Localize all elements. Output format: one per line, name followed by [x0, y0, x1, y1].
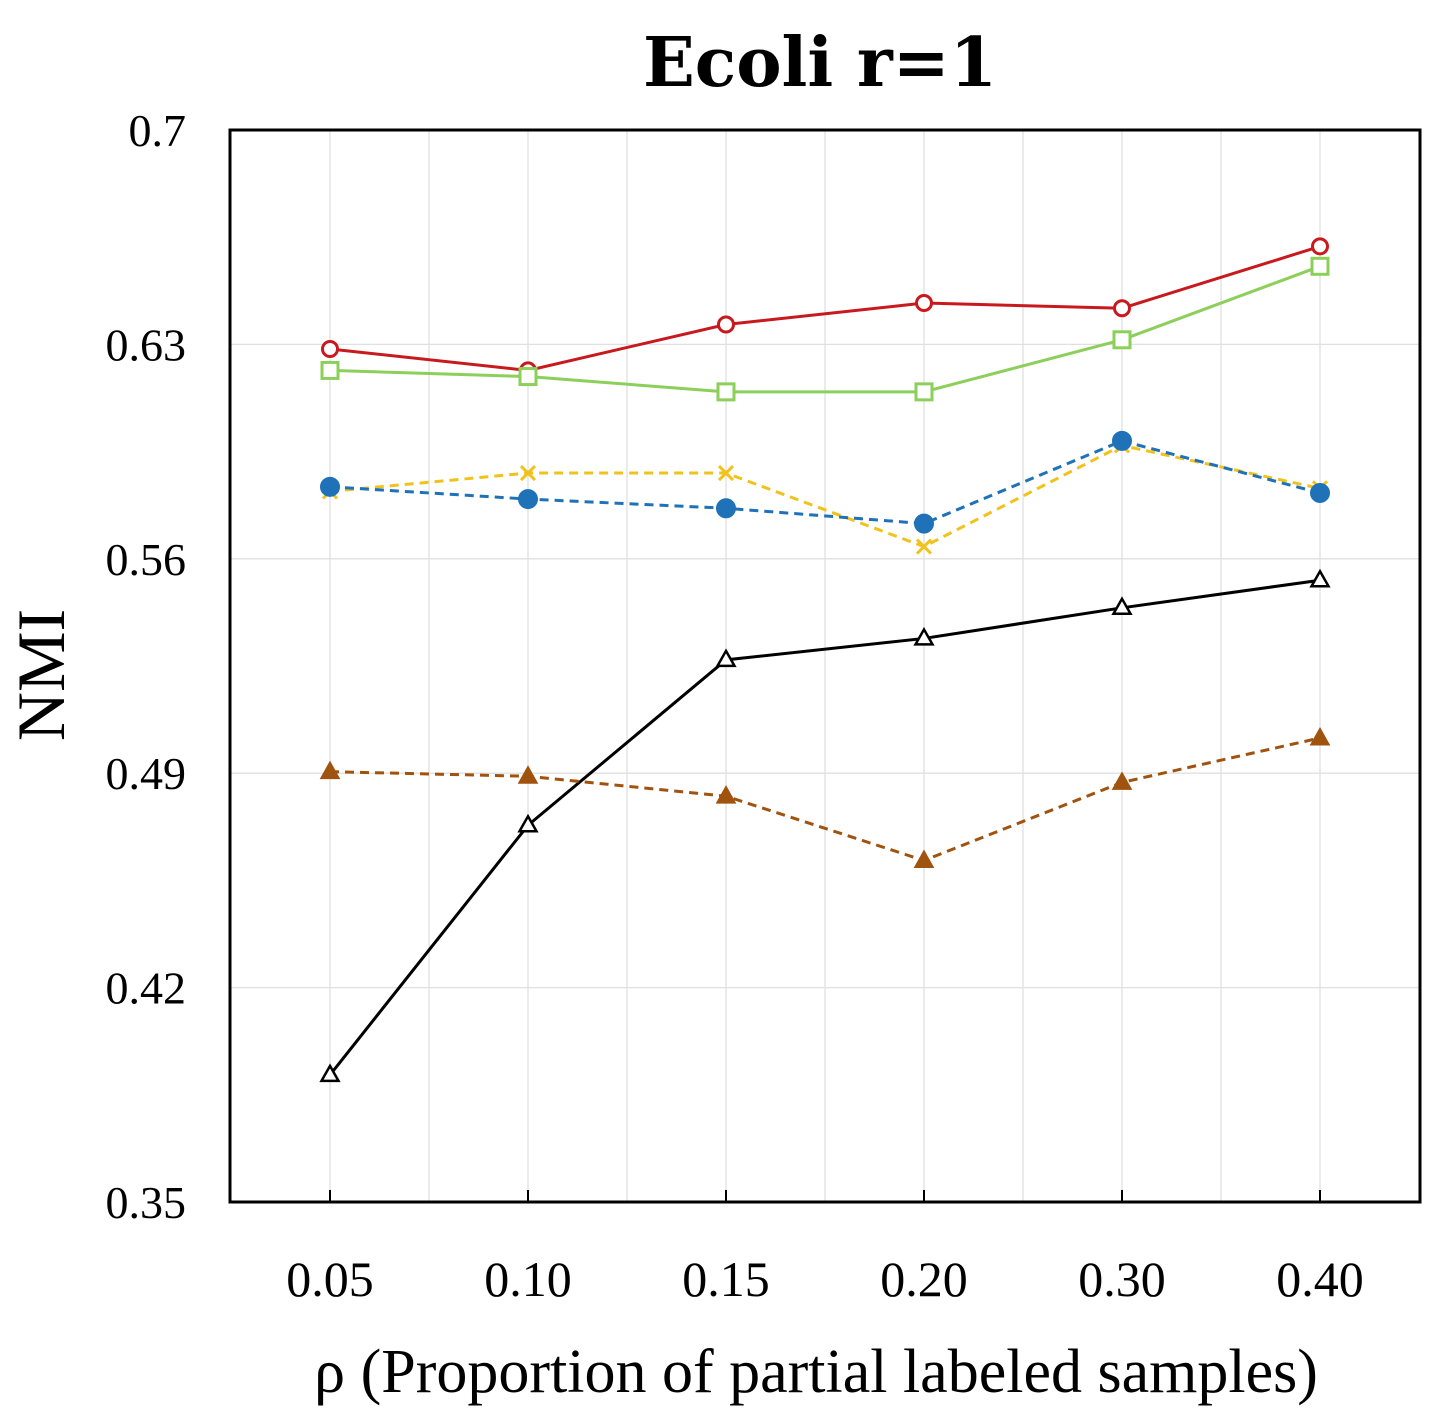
data-point — [715, 785, 737, 804]
data-point — [717, 315, 735, 334]
y-axis-label: NMI — [3, 609, 79, 741]
data-point — [716, 498, 736, 519]
data-point — [1111, 771, 1133, 790]
y-tick-labels: 0.35 0.42 0.49 0.56 0.63 0.7 — [106, 105, 187, 1228]
data-point — [914, 382, 934, 402]
y-tick-label: 0.56 — [106, 534, 187, 585]
data-point — [1113, 299, 1131, 318]
plot-frame — [228, 128, 1422, 1204]
series-line — [329, 736, 1321, 863]
series-blue-dot — [320, 430, 1330, 534]
grid-layer — [229, 129, 1420, 1203]
x-tick-label: 0.10 — [484, 1251, 572, 1307]
chart-title: Ecoli r=1 — [643, 23, 997, 103]
x-tick-label: 0.40 — [1276, 1251, 1364, 1307]
data-point — [913, 849, 935, 868]
y-tick-label: 0.49 — [106, 748, 187, 799]
data-point — [715, 648, 737, 668]
series-layer — [319, 237, 1331, 1083]
x-tick-label: 0.20 — [880, 1251, 968, 1307]
x-tick-label: 0.15 — [682, 1251, 770, 1307]
data-point — [519, 464, 537, 482]
data-point — [518, 489, 538, 510]
x-tick-label: 0.30 — [1078, 1251, 1166, 1307]
data-point — [1310, 256, 1330, 276]
y-tick-label: 0.7 — [129, 105, 187, 156]
data-point — [913, 626, 935, 646]
data-point — [517, 813, 539, 833]
data-point — [1309, 726, 1331, 746]
data-point — [321, 339, 339, 358]
data-point — [1311, 237, 1329, 256]
x-axis-label: ρ (Proportion of partial labeled samples… — [314, 1338, 1318, 1406]
data-point — [319, 760, 341, 780]
data-point — [1310, 482, 1330, 503]
y-tick-label: 0.63 — [106, 319, 187, 370]
x-tick-label: 0.05 — [286, 1251, 374, 1307]
data-point — [716, 382, 736, 402]
data-point — [717, 464, 735, 482]
data-point — [518, 367, 538, 387]
series-line — [329, 439, 1321, 526]
series-green-square — [320, 256, 1330, 402]
data-point — [517, 765, 539, 784]
data-point — [320, 476, 340, 497]
data-point — [1111, 596, 1133, 616]
data-point — [320, 360, 340, 380]
data-point — [1309, 568, 1331, 588]
series-black-triangle — [319, 568, 1331, 1083]
series-red-circle — [321, 237, 1329, 380]
data-point — [915, 538, 933, 555]
y-tick-label: 0.35 — [106, 1177, 187, 1228]
series-line — [329, 264, 1321, 394]
y-tick-label: 0.42 — [106, 963, 187, 1014]
data-point — [915, 294, 933, 313]
series-line — [328, 578, 1321, 1076]
data-point — [1112, 430, 1132, 451]
series-line — [329, 443, 1321, 549]
data-point — [914, 513, 934, 534]
series-line — [329, 244, 1321, 372]
data-point — [1112, 330, 1132, 350]
x-tick-labels: 0.05 0.10 0.15 0.20 0.30 0.40 — [286, 1190, 1364, 1307]
data-point — [319, 1063, 341, 1083]
series-brown-triangle — [319, 726, 1331, 868]
